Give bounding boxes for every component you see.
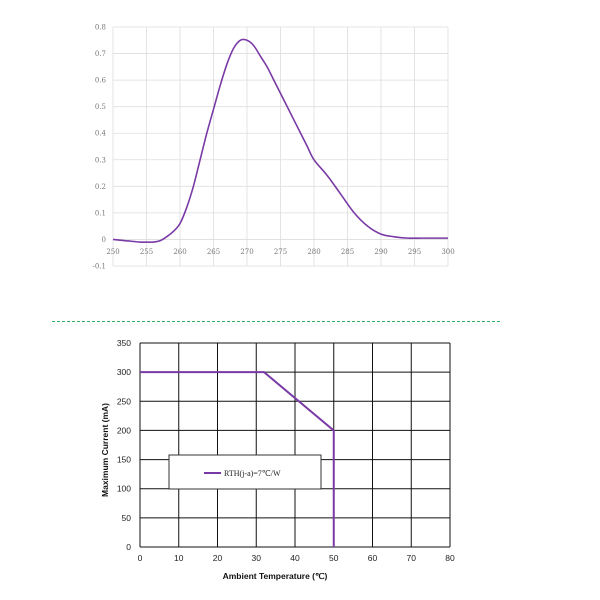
- y-tick-label: 150: [117, 455, 131, 465]
- x-tick-label: 260: [173, 248, 186, 256]
- legend-box: [168, 454, 322, 490]
- x-tick-label: 300: [441, 248, 454, 256]
- x-tick-label: 250: [106, 248, 119, 256]
- y-tick-label: 50: [122, 513, 132, 523]
- x-tick-label: 295: [408, 248, 421, 256]
- x-tick-label: 290: [374, 248, 387, 256]
- legend-label: RTH(j-a)=7℃/W: [224, 469, 281, 478]
- y-tick-label: 200: [117, 425, 131, 435]
- y-tick-label: -0.1: [93, 263, 107, 271]
- x-tick-label: 70: [407, 553, 417, 563]
- x-tick-label: 0: [138, 553, 143, 563]
- y-tick-label: 0.1: [95, 209, 106, 217]
- y-tick-label: 0.7: [95, 50, 106, 58]
- x-tick-label: 30: [252, 553, 262, 563]
- y-tick-label: 0.6: [95, 77, 107, 85]
- y-tick-label: 250: [117, 396, 131, 406]
- y-tick-label: 0.8: [95, 24, 106, 32]
- y-tick-label: 0: [102, 236, 106, 244]
- section-divider: [52, 321, 500, 322]
- y-tick-label: 0.3: [95, 156, 106, 164]
- x-tick-label: 40: [290, 553, 300, 563]
- x-axis-label: Ambient Temperature (℃): [223, 571, 328, 581]
- x-tick-label: 280: [307, 248, 320, 256]
- y-tick-label: 350: [117, 338, 131, 348]
- y-tick-label: 0.5: [95, 103, 106, 111]
- x-tick-label: 80: [445, 553, 455, 563]
- x-tick-label: 275: [274, 248, 287, 256]
- x-tick-label: 265: [207, 248, 220, 256]
- x-tick-label: 10: [174, 553, 184, 563]
- y-axis-label: Maximum Current (mA): [100, 403, 110, 497]
- y-tick-label: 0: [126, 542, 131, 552]
- y-tick-label: 300: [117, 367, 131, 377]
- x-tick-label: 50: [329, 553, 339, 563]
- series-line: [140, 371, 335, 547]
- x-tick-label: 270: [240, 248, 253, 256]
- x-tick-label: 20: [213, 553, 223, 563]
- x-tick-label: 285: [341, 248, 354, 256]
- y-tick-label: 0.4: [95, 130, 107, 138]
- x-tick-label: 60: [368, 553, 378, 563]
- y-tick-label: 0.2: [95, 183, 106, 191]
- x-tick-label: 255: [140, 248, 153, 256]
- y-tick-label: 100: [117, 484, 131, 494]
- series-line: [112, 38, 448, 243]
